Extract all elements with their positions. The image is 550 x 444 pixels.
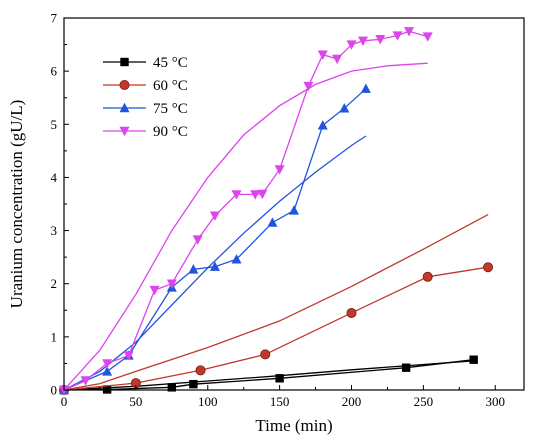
y-tick-label-2: 2	[51, 276, 58, 291]
legend-item-3: 90 °C	[103, 124, 188, 140]
legend: 45 °C 60 °C 75 °C 90 °C	[103, 55, 188, 140]
plot-area	[59, 27, 494, 396]
data-point-1-5	[422, 271, 433, 282]
data-point-3-19	[404, 27, 414, 37]
x-tick-label-6: 300	[486, 394, 506, 409]
data-point-3-6	[192, 235, 203, 245]
y-tick-label-4: 4	[51, 170, 58, 185]
data-point-3-2	[102, 359, 113, 369]
legend-label-1: 60 °C	[153, 78, 188, 94]
legend-marker-3	[119, 126, 130, 137]
data-point-3-7	[209, 211, 220, 221]
legend-marker-0	[120, 57, 129, 67]
legend-label-2: 75 °C	[153, 101, 188, 117]
data-point-3-13	[317, 50, 328, 60]
x-tick-label-5: 250	[414, 394, 434, 409]
data-point-2-5	[209, 261, 220, 271]
data-point-3-11	[274, 165, 285, 175]
data-point-3-5	[166, 279, 177, 289]
data-point-0-5	[401, 363, 411, 372]
y-tick-label-0: 0	[51, 383, 58, 398]
legend-item-2: 75 °C	[103, 101, 188, 117]
data-line-1	[63, 266, 489, 391]
x-tick-label-4: 200	[342, 394, 362, 409]
y-tick-label-5: 5	[51, 117, 58, 132]
data-point-3-17	[375, 35, 386, 45]
data-point-3-9	[250, 190, 261, 200]
legend-label-3: 90 °C	[153, 124, 188, 140]
data-point-0-6	[469, 355, 478, 364]
legend-item-1: 60 °C	[103, 78, 188, 94]
series-2	[59, 83, 371, 395]
data-point-2-7	[267, 217, 278, 227]
legend-marker-2	[119, 102, 130, 113]
data-point-2-10	[339, 103, 350, 113]
legend-marker-1	[119, 80, 130, 91]
x-tick-label-3: 150	[270, 394, 290, 409]
data-point-2-9	[317, 120, 328, 130]
data-point-3-16	[358, 36, 368, 47]
data-point-1-3	[260, 349, 271, 360]
axes: 0 50 100 150 200 250 300 0 1 2 3 4 5 6 7	[51, 11, 525, 409]
series-0	[59, 355, 478, 395]
x-tick-label-1: 50	[129, 394, 142, 409]
data-point-3-15	[346, 40, 357, 50]
data-point-3-4	[149, 285, 160, 296]
data-point-2-8	[289, 205, 299, 215]
data-point-3-8	[231, 190, 242, 200]
data-point-3-18	[392, 31, 403, 41]
data-point-2-11	[360, 83, 371, 93]
data-point-3-10	[257, 189, 268, 200]
y-tick-label-7: 7	[51, 11, 58, 26]
x-tick-label-0: 0	[61, 394, 68, 409]
data-point-2-4	[188, 264, 199, 274]
fit-line-2	[63, 135, 367, 391]
y-tick-label-1: 1	[51, 329, 58, 344]
data-point-3-3	[123, 351, 134, 361]
data-point-3-12	[303, 81, 314, 92]
legend-item-0: 45 °C	[103, 55, 188, 71]
data-point-2-6	[231, 254, 242, 264]
data-point-2-1	[102, 366, 113, 376]
x-axis-title: Time (min)	[255, 416, 332, 435]
y-tick-label-3: 3	[51, 223, 58, 238]
fit-line-1	[63, 214, 489, 391]
legend-label-0: 45 °C	[153, 55, 188, 71]
series-1	[59, 214, 494, 395]
x-tick-label-2: 100	[198, 394, 218, 409]
data-point-0-4	[275, 374, 284, 383]
plot-frame	[63, 17, 525, 391]
data-point-1-4	[346, 307, 357, 318]
data-point-1-2	[195, 365, 206, 376]
fit-line-3	[63, 62, 428, 391]
data-point-3-20	[422, 32, 433, 42]
series-3	[59, 27, 433, 396]
y-tick-label-6: 6	[51, 64, 58, 79]
data-point-0-3	[189, 379, 198, 389]
y-axis-title: Uranium concentration (gU/L)	[7, 100, 26, 309]
data-point-3-1	[80, 376, 91, 386]
data-point-1-6	[483, 262, 494, 273]
data-point-3-14	[332, 54, 343, 65]
